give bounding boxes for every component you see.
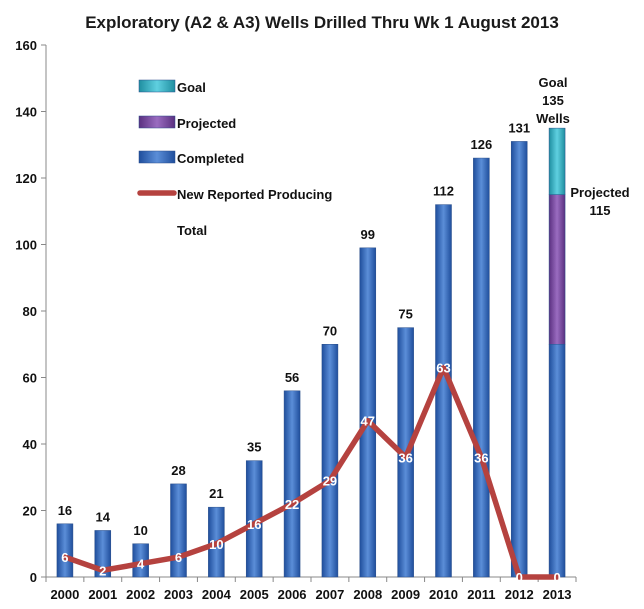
- legend-label: New Reported Producing: [177, 187, 332, 202]
- line-point: [366, 419, 369, 422]
- line-value-label: 22: [285, 497, 299, 512]
- line-value-label: 16: [247, 517, 261, 532]
- line-value-label: 47: [361, 414, 375, 429]
- bar-completed: [435, 204, 452, 578]
- x-tick-label: 2008: [353, 587, 382, 602]
- bar-value-label: 131: [508, 120, 530, 135]
- bar-value-label: 21: [209, 486, 223, 501]
- goal-annotation: 135: [542, 93, 564, 108]
- line-point: [442, 366, 445, 369]
- bar-value-label: 99: [361, 227, 375, 242]
- legend-label: Goal: [177, 80, 206, 95]
- line-value-label: 6: [175, 550, 182, 565]
- line-point: [177, 556, 180, 559]
- line-value-label: 0: [516, 570, 523, 585]
- bar-value-label: 56: [285, 370, 299, 385]
- x-tick-label: 2007: [315, 587, 344, 602]
- line-series: [62, 364, 560, 580]
- goal-annotation: Wells: [536, 111, 570, 126]
- line-value-label: 10: [209, 537, 223, 552]
- bar-value-label: 75: [398, 307, 412, 322]
- x-tick-label: 2010: [429, 587, 458, 602]
- line-value-label: 29: [323, 474, 337, 489]
- bar-value-label: 16: [58, 503, 72, 518]
- line-point: [63, 556, 66, 559]
- y-tick-label: 140: [15, 105, 37, 120]
- bar-completed: [321, 344, 339, 578]
- line-value-label: 36: [474, 450, 488, 465]
- goal-annotation: Goal: [539, 75, 568, 90]
- y-tick-label: 20: [23, 504, 37, 519]
- y-tick-label: 160: [15, 38, 37, 53]
- line-value-label: 2: [99, 563, 106, 578]
- x-tick-label: 2013: [543, 587, 572, 602]
- bar-projected: [548, 194, 566, 345]
- line-value-label: 63: [436, 361, 450, 376]
- line-point: [404, 456, 407, 459]
- y-tick-label: 40: [23, 437, 37, 452]
- bar-value-label: 28: [171, 463, 185, 478]
- chart-title: Exploratory (A2 & A3) Wells Drilled Thru…: [85, 13, 559, 32]
- bar-completed: [510, 141, 528, 578]
- annotations: Goal 135 Wells Projected 115: [536, 75, 630, 218]
- x-tick-label: 2000: [50, 587, 79, 602]
- y-tick-label: 100: [15, 238, 37, 253]
- line-point: [291, 502, 294, 505]
- line-value-label: 6: [61, 550, 68, 565]
- line-point: [328, 479, 331, 482]
- bar-completed: [283, 390, 301, 578]
- y-tick-label: 60: [23, 371, 37, 386]
- x-tick-label: 2012: [505, 587, 534, 602]
- x-tick-label: 2002: [126, 587, 155, 602]
- line-new-reported-producing: [62, 364, 560, 580]
- x-tick-label: 2003: [164, 587, 193, 602]
- bar-completed: [56, 523, 74, 578]
- line-value-label: 4: [137, 557, 145, 572]
- line-value-label: 36: [398, 450, 412, 465]
- y-tick-label: 120: [15, 171, 37, 186]
- line-point: [518, 576, 521, 578]
- bar-completed: [473, 157, 490, 578]
- bar-completed: [359, 247, 377, 578]
- bar-completed: [548, 344, 566, 578]
- bar-value-label: 14: [96, 509, 111, 524]
- bar-value-label: 70: [323, 323, 337, 338]
- x-tick-label: 2005: [240, 587, 269, 602]
- bar-value-label: 35: [247, 440, 261, 455]
- line-point: [480, 456, 483, 459]
- legend: Goal Projected Completed New Reported Produ…: [137, 79, 332, 238]
- line-point: [215, 542, 218, 545]
- x-tick-label: 2011: [467, 587, 495, 602]
- bar-completed: [94, 530, 112, 578]
- line-point: [139, 562, 142, 565]
- x-tick-label: 2004: [202, 587, 232, 602]
- y-tick-label: 0: [30, 570, 37, 585]
- bar-value-label: 112: [433, 184, 454, 199]
- bar-value-label: 10: [133, 523, 147, 538]
- x-tick-label: 2001: [88, 587, 117, 602]
- line-point: [101, 569, 104, 572]
- projected-annotation: 115: [590, 203, 611, 218]
- legend-swatch-projected: [138, 115, 176, 129]
- bar-goal: [548, 127, 566, 195]
- line-point: [556, 576, 559, 578]
- legend-label: Completed: [177, 151, 244, 166]
- legend-label-total: Total: [177, 223, 207, 238]
- projected-annotation: Projected: [570, 185, 629, 200]
- data-labels: 16 14 10 28 21 35 56 70 99 75 112 126 131 6 2 4 6 10 16 22 2…: [58, 120, 561, 585]
- line-point: [253, 522, 256, 525]
- line-value-label: 0: [553, 570, 560, 585]
- bar-value-label: 126: [471, 137, 493, 152]
- legend-label: Projected: [177, 116, 236, 131]
- y-tick-label: 80: [23, 304, 37, 319]
- legend-swatch-goal: [138, 79, 176, 93]
- x-tick-label: 2009: [391, 587, 420, 602]
- legend-swatch-completed: [138, 150, 176, 164]
- x-tick-label: 2006: [278, 587, 307, 602]
